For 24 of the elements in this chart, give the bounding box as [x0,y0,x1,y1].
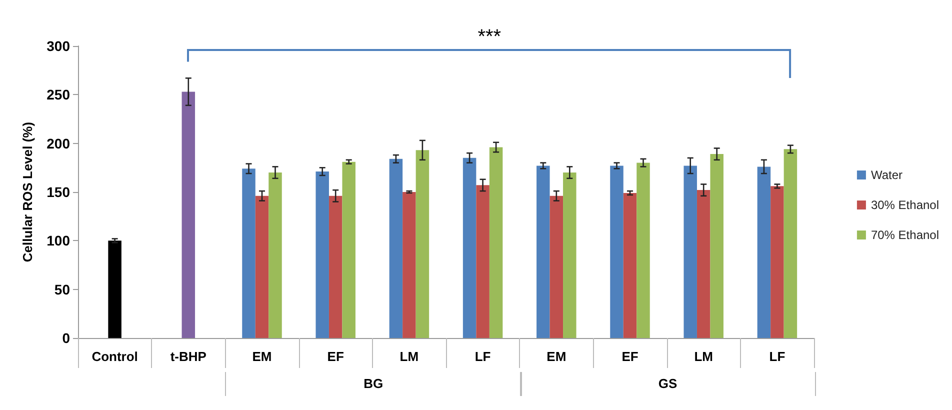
text: GS [520,372,816,396]
y-tick-label: 200 [46,135,70,152]
legend-label: 30% Ethanol [870,198,940,212]
y-tick-label: 0 [62,330,70,346]
x-tick-label: LF [474,349,491,364]
x-tick-label: t-BHP [170,349,207,364]
annotation: *** [476,26,502,49]
y-tick-label: 50 [54,281,70,298]
y-axis-title: Cellular ROS Level (%) [20,122,35,262]
x-tick-label: LF [769,349,786,364]
x-tick-label: EF [327,349,344,364]
y-tick-label: 250 [46,86,70,103]
x-tick-label: Control [92,349,138,364]
y-tick-label: 150 [46,184,70,200]
y-tick-label: 100 [46,232,70,249]
x-tick-label: LM [694,349,713,364]
legend-label: Water [870,168,903,182]
x-tick-label: EF [622,349,638,364]
x-tick-label: EM [546,349,566,364]
y-tick-label: 300 [46,38,70,54]
legend-label: 70% Ethanol [870,228,940,242]
x-tick-label: EM [252,349,272,364]
text: BG [225,372,522,396]
x-tick-label: LM [400,349,419,364]
